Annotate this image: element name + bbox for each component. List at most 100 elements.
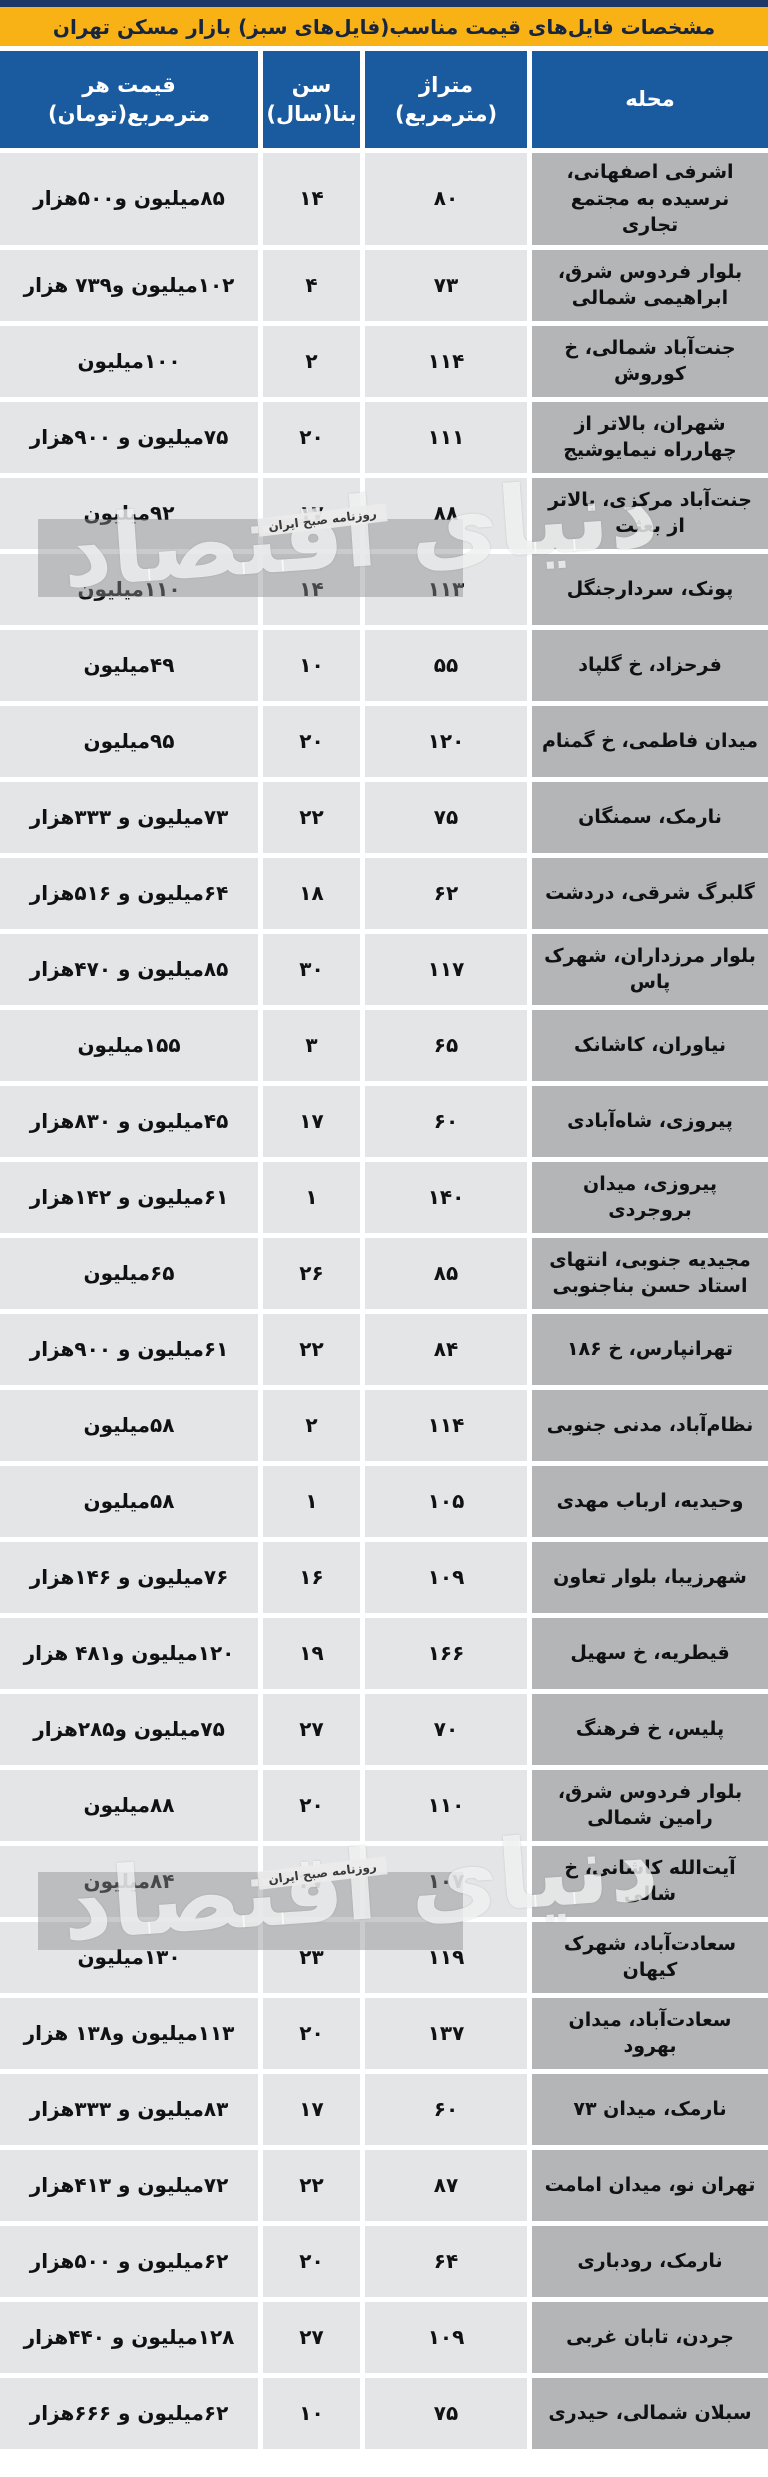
- price-cell: ۶۱میلیون و ۹۰۰هزار: [0, 1313, 258, 1385]
- neighborhood-cell: آیت‌الله کاشانی، خ شالی: [532, 1845, 768, 1917]
- area-cell: ۱۲۰: [365, 705, 527, 777]
- neighborhood-cell: فرحزاد، خ گلپاد: [532, 629, 768, 701]
- age-cell: ۱۴: [263, 153, 360, 245]
- area-cell: ۱۰۹: [365, 1541, 527, 1613]
- age-cell: ۱۰: [263, 629, 360, 701]
- area-cell: ۶۴: [365, 2225, 527, 2297]
- table-row: فرحزاد، خ گلپاد ۵۵ ۱۰ ۴۹میلیون: [0, 629, 768, 701]
- neighborhood-cell: بلوار فردوس شرق، ابراهیمی شمالی: [532, 249, 768, 321]
- age-cell: ۳۰: [263, 933, 360, 1005]
- price-cell: ۱۵۵میلیون: [0, 1009, 258, 1081]
- age-cell: ۲۷: [263, 1845, 360, 1917]
- price-cell: ۱۱۰میلیون: [0, 553, 258, 625]
- price-cell: ۵۸میلیون: [0, 1389, 258, 1461]
- area-cell: ۱۰۷: [365, 1845, 527, 1917]
- price-cell: ۶۲میلیون و ۵۰۰هزار: [0, 2225, 258, 2297]
- table-row: سبلان شمالی، حیدری ۷۵ ۱۰ ۶۲میلیون و ۶۶۶ه…: [0, 2377, 768, 2449]
- price-cell: ۷۵میلیون و ۹۰۰هزار: [0, 401, 258, 473]
- table-row: اشرفی اصفهانی، نرسیده به مجتمع تجاری ۸۰ …: [0, 153, 768, 245]
- table-row: بلوار فردوس شرق، رامین شمالی ۱۱۰ ۲۰ ۸۸می…: [0, 1769, 768, 1841]
- table-row: بلوار فردوس شرق، ابراهیمی شمالی ۷۳ ۴ ۱۰۲…: [0, 249, 768, 321]
- neighborhood-cell: بلوار فردوس شرق، رامین شمالی: [532, 1769, 768, 1841]
- price-cell: ۱۳۰میلیون: [0, 1921, 258, 1993]
- table-row: میدان فاطمی، خ گمنام ۱۲۰ ۲۰ ۹۵میلیون: [0, 705, 768, 777]
- table-row: سعادت‌آباد، شهرک کیهان ۱۱۹ ۲۳ ۱۳۰میلیون: [0, 1921, 768, 1993]
- price-cell: ۵۸میلیون: [0, 1465, 258, 1537]
- price-cell: ۱۲۰میلیون و۴۸۱ هزار: [0, 1617, 258, 1689]
- table-row: تهرانپارس، خ ۱۸۶ ۸۴ ۲۲ ۶۱میلیون و ۹۰۰هزا…: [0, 1313, 768, 1385]
- area-cell: ۶۲: [365, 857, 527, 929]
- table-row: بلوار مرزداران، شهرک پاس ۱۱۷ ۳۰ ۸۵میلیون…: [0, 933, 768, 1005]
- price-cell: ۶۵میلیون: [0, 1237, 258, 1309]
- area-cell: ۷۵: [365, 2377, 527, 2449]
- price-cell: ۸۵میلیون و۵۰۰هزار: [0, 153, 258, 245]
- price-cell: ۱۲۸میلیون و ۴۴۰هزار: [0, 2301, 258, 2373]
- age-cell: ۲۶: [263, 1237, 360, 1309]
- age-cell: ۲۰: [263, 2225, 360, 2297]
- table-row: پیروزی، شاه‌آبادی ۶۰ ۱۷ ۴۵میلیون و ۸۳۰هز…: [0, 1085, 768, 1157]
- area-cell: ۸۷: [365, 2149, 527, 2221]
- area-cell: ۱۱۷: [365, 933, 527, 1005]
- area-cell: ۷۳: [365, 249, 527, 321]
- neighborhood-cell: بلوار مرزداران، شهرک پاس: [532, 933, 768, 1005]
- header-neighborhood: محله: [532, 51, 768, 148]
- neighborhood-cell: مجیدیه جنوبی، انتهای استاد حسن بناجنوبی: [532, 1237, 768, 1309]
- table-row: گلبرگ شرقی، دردشت ۶۲ ۱۸ ۶۴میلیون و ۵۱۶هز…: [0, 857, 768, 929]
- top-navy-strip: [0, 0, 768, 7]
- age-cell: ۲: [263, 1389, 360, 1461]
- price-cell: ۷۶میلیون و ۱۴۶هزار: [0, 1541, 258, 1613]
- table-row: نارمک، رودباری ۶۴ ۲۰ ۶۲میلیون و ۵۰۰هزار: [0, 2225, 768, 2297]
- area-cell: ۷۵: [365, 781, 527, 853]
- price-cell: ۹۲میلیون: [0, 477, 258, 549]
- table-row: نیاوران، کاشانک ۶۵ ۳ ۱۵۵میلیون: [0, 1009, 768, 1081]
- age-cell: ۲۰: [263, 1997, 360, 2069]
- neighborhood-cell: پلیس، خ فرهنگ: [532, 1693, 768, 1765]
- price-cell: ۸۴میلیون: [0, 1845, 258, 1917]
- price-cell: ۷۵میلیون و۲۸۵هزار: [0, 1693, 258, 1765]
- neighborhood-cell: تهران نو، میدان امامت: [532, 2149, 768, 2221]
- neighborhood-cell: اشرفی اصفهانی، نرسیده به مجتمع تجاری: [532, 153, 768, 245]
- price-cell: ۸۵میلیون و ۴۷۰هزار: [0, 933, 258, 1005]
- area-cell: ۱۱۴: [365, 325, 527, 397]
- table-row: پلیس، خ فرهنگ ۷۰ ۲۷ ۷۵میلیون و۲۸۵هزار: [0, 1693, 768, 1765]
- table-body: اشرفی اصفهانی، نرسیده به مجتمع تجاری ۸۰ …: [0, 153, 768, 2449]
- age-cell: ۱۸: [263, 857, 360, 929]
- price-cell: ۶۴میلیون و ۵۱۶هزار: [0, 857, 258, 929]
- area-cell: ۱۱۹: [365, 1921, 527, 1993]
- price-cell: ۸۳میلیون و ۳۳۳هزار: [0, 2073, 258, 2145]
- age-cell: ۱۷: [263, 2073, 360, 2145]
- table-row: شهران، بالاتر از چهارراه نیمایوشیج ۱۱۱ ۲…: [0, 401, 768, 473]
- neighborhood-cell: میدان فاطمی، خ گمنام: [532, 705, 768, 777]
- area-cell: ۶۰: [365, 1085, 527, 1157]
- table-row: نارمک، سمنگان ۷۵ ۲۲ ۷۳میلیون و ۳۳۳هزار: [0, 781, 768, 853]
- table-row: جنت‌آباد مرکزی، بالاتر از بعثت ۸۸ ۱۷ ۹۲م…: [0, 477, 768, 549]
- neighborhood-cell: نارمک، سمنگان: [532, 781, 768, 853]
- area-cell: ۱۱۱: [365, 401, 527, 473]
- price-table: محله متراژ (مترمربع) سن بنا(سال) قیمت هر…: [0, 51, 768, 2449]
- area-cell: ۱۱۴: [365, 1389, 527, 1461]
- table-row: شهرزیبا، بلوار تعاون ۱۰۹ ۱۶ ۷۶میلیون و ۱…: [0, 1541, 768, 1613]
- table-row: پونک، سردارجنگل ۱۱۳ ۱۴ ۱۱۰میلیون: [0, 553, 768, 625]
- neighborhood-cell: نظام‌آباد، مدنی جنوبی: [532, 1389, 768, 1461]
- neighborhood-cell: شهران، بالاتر از چهارراه نیمایوشیج: [532, 401, 768, 473]
- price-cell: ۸۸میلیون: [0, 1769, 258, 1841]
- price-cell: ۴۵میلیون و ۸۳۰هزار: [0, 1085, 258, 1157]
- age-cell: ۱۴: [263, 553, 360, 625]
- age-cell: ۲۲: [263, 2149, 360, 2221]
- age-cell: ۱۰: [263, 2377, 360, 2449]
- age-cell: ۲۰: [263, 705, 360, 777]
- area-cell: ۱۴۰: [365, 1161, 527, 1233]
- area-cell: ۱۰۵: [365, 1465, 527, 1537]
- price-cell: ۹۵میلیون: [0, 705, 258, 777]
- area-cell: ۸۸: [365, 477, 527, 549]
- neighborhood-cell: جردن، تابان غربی: [532, 2301, 768, 2373]
- table-row: سعادت‌آباد، میدان بهرود ۱۳۷ ۲۰ ۱۱۳میلیون…: [0, 1997, 768, 2069]
- table-row: نظام‌آباد، مدنی جنوبی ۱۱۴ ۲ ۵۸میلیون: [0, 1389, 768, 1461]
- table-row: آیت‌الله کاشانی، خ شالی ۱۰۷ ۲۷ ۸۴میلیون: [0, 1845, 768, 1917]
- area-cell: ۶۰: [365, 2073, 527, 2145]
- table-header-row: محله متراژ (مترمربع) سن بنا(سال) قیمت هر…: [0, 51, 768, 148]
- neighborhood-cell: پیروزی، شاه‌آبادی: [532, 1085, 768, 1157]
- age-cell: ۲۰: [263, 1769, 360, 1841]
- neighborhood-cell: وحیدیه، ارباب مهدی: [532, 1465, 768, 1537]
